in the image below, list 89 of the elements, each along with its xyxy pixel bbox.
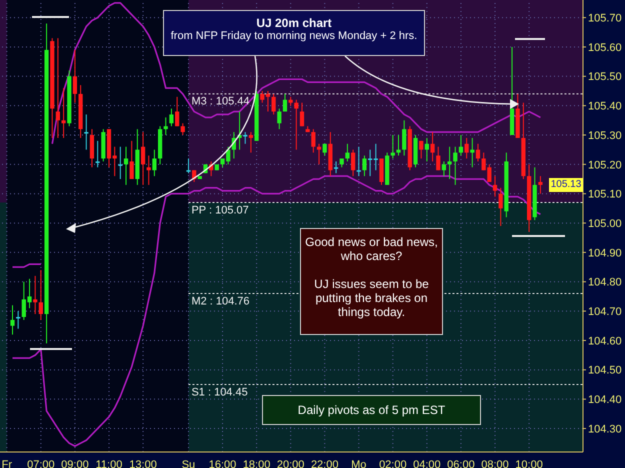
ref-line-label: S1 : 104.45 (191, 386, 248, 398)
ref-line-label: M2 : 104.76 (191, 295, 250, 308)
candlestick (362, 155, 367, 177)
x-tick-label: 06:00 (447, 458, 475, 468)
y-tick-label: 104.40 (588, 394, 622, 406)
y-tick-label: 105.30 (588, 130, 622, 142)
y-tick-label: 104.30 (588, 423, 622, 436)
candlestick (175, 96, 180, 127)
candlestick (419, 140, 424, 159)
x-tick-label: 16:00 (208, 458, 236, 468)
x-tick-label: 10:00 (515, 458, 543, 468)
candlestick (10, 304, 15, 336)
candlestick (130, 140, 134, 180)
candlestick (538, 176, 543, 194)
x-tick-label: Fr (2, 458, 12, 468)
candlestick (430, 132, 435, 162)
candlestick (152, 149, 157, 177)
x-tick-label: 22:00 (310, 458, 338, 468)
candlestick (146, 155, 151, 186)
candlestick (180, 122, 185, 136)
y-tick-label: 104.50 (588, 364, 622, 377)
candlestick (447, 146, 452, 180)
x-tick-label: 09:00 (61, 458, 89, 468)
x-tick-label: 11:00 (96, 458, 122, 468)
candlestick (243, 132, 248, 144)
candlestick (396, 134, 401, 156)
candlestick (140, 132, 146, 186)
candlestick (300, 102, 304, 127)
candlestick (96, 140, 100, 168)
x-tick-label: 20:00 (276, 458, 304, 468)
candlestick (169, 108, 174, 127)
candlestick (311, 128, 316, 154)
annotation: 105.13 (549, 178, 583, 192)
candlestick (498, 187, 503, 226)
x-tick-label: Su (182, 458, 196, 468)
y-tick-label: 105.10 (588, 188, 622, 201)
x-tick-label: 04:00 (413, 458, 441, 468)
candlestick (56, 38, 60, 138)
candlestick (16, 310, 20, 330)
y-tick-label: 104.90 (588, 247, 622, 260)
x-tick-label: 07:00 (27, 458, 55, 468)
candlestick (84, 114, 88, 150)
text-box: Good news or bad news, who cares? UJ issues seem to be putting the brakes on things today. (300, 228, 443, 335)
x-tick-label: Mo (351, 458, 366, 468)
candlestick (277, 108, 282, 130)
candlestick (470, 137, 474, 168)
candlestick (476, 143, 480, 162)
candlestick (453, 146, 458, 186)
candlestick (345, 143, 350, 162)
candlestick (390, 134, 395, 159)
ref-line-label: M3 : 105.44 (191, 96, 250, 108)
text-box: UJ 20m chart from NFP Friday to morning news Monday + 2 hrs. (163, 10, 425, 56)
candlestick (124, 146, 128, 186)
candlestick (248, 132, 254, 154)
candlestick (33, 275, 38, 315)
candlestick (350, 149, 356, 177)
candlestick (38, 270, 43, 320)
ref-line-label: PP : 105.07 (191, 204, 249, 216)
candlestick (90, 128, 94, 168)
candlestick (464, 137, 469, 159)
candlestick (402, 120, 406, 156)
x-tick-label: 13:00 (129, 458, 157, 468)
y-tick-label: 105.50 (588, 71, 622, 84)
y-tick-label: 105.60 (588, 42, 622, 54)
candlestick (356, 146, 361, 177)
y-tick-label: 104.60 (588, 335, 622, 348)
candlestick (436, 146, 440, 171)
x-tick-label: 08:00 (481, 458, 509, 468)
line-series (12, 175, 542, 447)
candlestick (118, 146, 122, 180)
candlestick (186, 158, 191, 174)
candlestick (272, 93, 276, 115)
y-tick-label: 105.70 (588, 12, 622, 25)
candlestick (334, 160, 338, 174)
candlestick (72, 49, 78, 104)
y-tick-label: 105.00 (588, 218, 622, 230)
y-tick-label: 104.80 (588, 276, 622, 289)
candlestick (61, 88, 66, 138)
y-tick-label: 104.70 (588, 306, 622, 318)
x-tick-label: 02:00 (379, 458, 407, 468)
candlestick (492, 176, 498, 198)
y-tick-label: 105.40 (588, 100, 622, 113)
x-tick-label: 18:00 (242, 458, 270, 468)
candlestick (164, 116, 168, 136)
candlestick (294, 99, 298, 150)
y-tick-label: 105.20 (588, 159, 622, 172)
candlestick (379, 158, 384, 186)
candlestick (282, 93, 288, 112)
text-box: Daily pivots as of 5 pm EST (262, 395, 481, 425)
